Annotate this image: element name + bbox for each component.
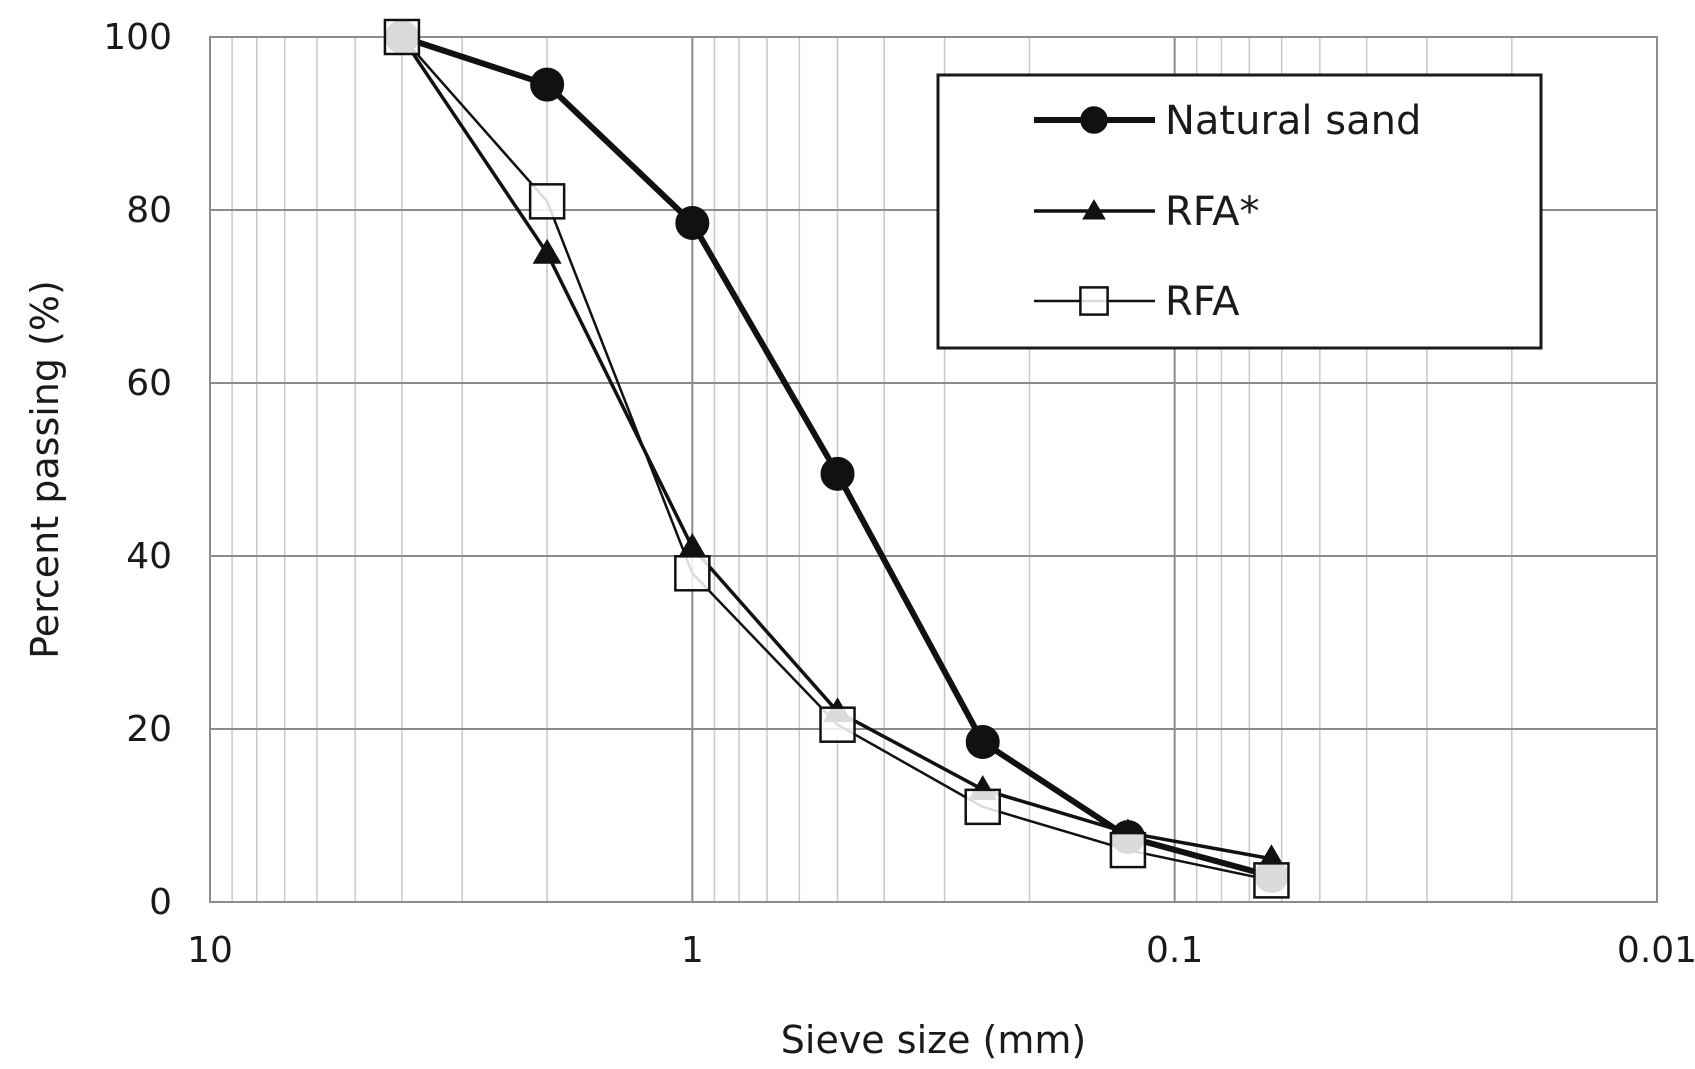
y-tick-label: 20 (126, 709, 172, 750)
series-layer (383, 18, 1290, 899)
data-point (820, 456, 855, 491)
legend-marker (1082, 199, 1106, 220)
series-3 (383, 18, 1290, 899)
y-tick-label: 60 (126, 363, 172, 404)
x-tick-label: 10 (187, 930, 233, 971)
legend-entry: Natural sand (1034, 98, 1421, 144)
data-point (674, 555, 711, 592)
y-axis-title: Percent passing (%) (23, 280, 67, 659)
y-tick-label: 40 (126, 536, 172, 577)
legend-items: Natural sand RFA* RFA (1034, 98, 1421, 325)
tick-labels: 10 1 0.1 0.01 0 20 40 60 80 100 (103, 17, 1695, 971)
y-tick-label: 0 (149, 882, 172, 923)
x-tick-label: 0.01 (1617, 930, 1695, 971)
data-point (964, 788, 1001, 826)
data-point (677, 532, 707, 558)
data-point (528, 183, 566, 220)
legend-label: RFA (1165, 279, 1240, 325)
plot-frame (209, 36, 1658, 903)
x-axis-title: Sieve size (mm) (781, 1018, 1086, 1062)
data-point (383, 18, 421, 56)
data-point (1253, 862, 1290, 899)
x-tick-label: 1 (681, 930, 704, 971)
legend-marker (1080, 106, 1108, 134)
data-point (675, 205, 710, 240)
y-tick-label: 100 (103, 17, 172, 58)
data-point (1109, 831, 1147, 869)
data-point (530, 67, 565, 102)
y-tick-label: 80 (126, 190, 172, 231)
legend-label: Natural sand (1165, 98, 1421, 144)
x-tick-label: 0.1 (1146, 930, 1203, 971)
legend-entry: RFA (1034, 279, 1240, 325)
legend-entry: RFA* (1034, 189, 1260, 235)
legend: Natural sand RFA* RFA (936, 73, 1543, 350)
data-point (819, 706, 856, 743)
data-point (532, 238, 562, 264)
data-point (965, 724, 1000, 759)
legend-label: RFA* (1165, 189, 1260, 235)
legend-marker (1079, 286, 1109, 316)
